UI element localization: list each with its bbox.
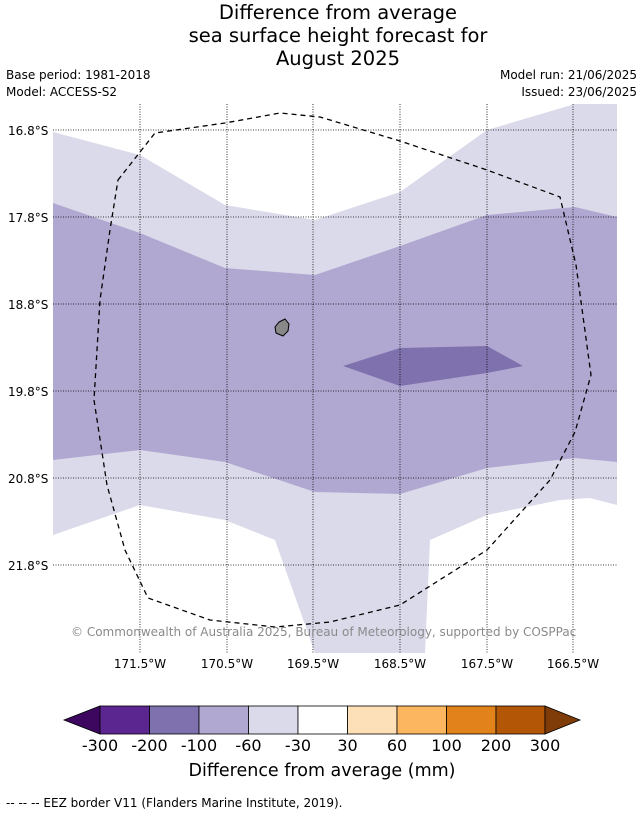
- colorbar-tick-label: 60: [386, 736, 408, 755]
- gridlines: [53, 104, 617, 653]
- meta-right: Model run: 21/06/2025 Issued: 23/06/2025: [500, 67, 637, 101]
- eez-border: [93, 112, 592, 628]
- model-run: Model run: 21/06/2025: [499, 68, 637, 82]
- colorbar-tick-label: -300: [81, 736, 119, 755]
- colorbar-segment: [446, 705, 497, 735]
- colorbar-extend-high: [544, 705, 582, 735]
- eez-footnote: -- -- -- EEZ border V11 (Flanders Marine…: [6, 796, 343, 810]
- colorbar-extend-low: [62, 705, 101, 735]
- colorbar-tick-label: -200: [131, 736, 168, 755]
- colorbar-segment: [396, 705, 447, 735]
- issued-date: Issued: 23/06/2025: [521, 85, 637, 99]
- lon-tick-label: 171.5°W: [113, 657, 167, 671]
- anomaly-band-dark: [343, 346, 523, 386]
- lat-tick-label: 17.8°S: [8, 211, 49, 225]
- map-title: Difference from average sea surface heig…: [0, 1, 644, 70]
- lat-tick-label: 16.8°S: [8, 124, 49, 138]
- colorbar-tick-label: 300: [529, 736, 561, 755]
- meta-left: Base period: 1981-2018 Model: ACCESS-S2: [6, 67, 151, 101]
- lat-tick-label: 20.8°S: [8, 472, 49, 486]
- colorbar-tick-label: -60: [235, 736, 262, 755]
- colorbar-segment: [99, 705, 150, 735]
- colorbar-segment: [347, 705, 398, 735]
- colorbar-segment: [198, 705, 249, 735]
- model-name: Model: ACCESS-S2: [6, 85, 118, 99]
- anomaly-band-medium: [53, 203, 617, 494]
- colorbar-tick-label: 100: [431, 736, 462, 755]
- colorbar-segment: [248, 705, 299, 735]
- lat-tick-label: 21.8°S: [8, 559, 49, 573]
- colorbar: [62, 705, 582, 735]
- colorbar-tick-label: -30: [284, 736, 312, 755]
- colorbar-segment: [297, 705, 348, 735]
- lat-tick-label: 18.8°S: [8, 298, 49, 312]
- lat-tick-label: 19.8°S: [8, 385, 49, 399]
- map-credit: © Commonwealth of Australia 2025, Bureau…: [71, 625, 577, 639]
- lon-tick-label: 168.5°W: [373, 657, 427, 671]
- lon-tick-label: 167.5°W: [460, 657, 514, 671]
- colorbar-tick-label: 200: [480, 736, 512, 755]
- lon-tick-label: 170.5°W: [200, 657, 254, 671]
- lon-tick-label: 169.5°W: [286, 657, 340, 671]
- lon-tick-label: 166.5°W: [546, 657, 600, 671]
- colorbar-tick-label: -100: [180, 736, 218, 755]
- island-niue: [274, 318, 290, 337]
- colorbar-segment: [149, 705, 200, 735]
- colorbar-label: Difference from average (mm): [188, 761, 456, 781]
- base-period: Base period: 1981-2018: [6, 68, 151, 82]
- title-line-2: sea surface height forecast for: [188, 24, 488, 47]
- title-line-3: August 2025: [275, 47, 401, 70]
- colorbar-segment: [495, 705, 546, 735]
- title-line-1: Difference from average: [218, 1, 458, 24]
- colorbar-tick-label: 30: [337, 736, 358, 755]
